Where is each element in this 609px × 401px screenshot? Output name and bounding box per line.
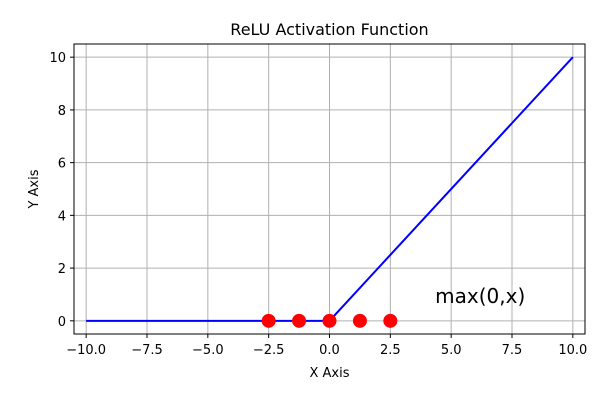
x-tick-label: −10.0 [66,343,106,358]
scatter-point [261,313,276,328]
y-tick-label: 4 [58,209,66,224]
x-tick-label: 5.0 [441,343,462,358]
scatter-point [292,313,307,328]
scatter-point [383,313,398,328]
x-tick-label: 0.0 [319,343,340,358]
x-tick-label: −5.0 [192,343,224,358]
axis-ticks: −10.0 −7.5 −5.0 −2.5 0.0 2.5 5.0 7.5 10.0 0 2 4 6 8 10 [49,51,587,358]
y-tick-label: 8 [58,104,66,119]
y-axis-title: Y Axis [27,169,42,209]
y-tick-label: 6 [58,157,66,172]
x-axis-title: X Axis [309,366,349,381]
grid-lines [74,44,585,334]
chart-title: ReLU Activation Function [230,20,428,39]
x-tick-label: 10.0 [558,343,587,358]
y-tick-label: 10 [49,51,66,66]
scatter-point [352,313,367,328]
y-tick-label: 0 [58,315,66,330]
annotation-max-0-x: max(0,x) [435,284,525,308]
scatter-point [322,313,337,328]
x-tick-label: 7.5 [502,343,523,358]
x-tick-label: −2.5 [253,343,285,358]
x-tick-label: −7.5 [131,343,163,358]
x-tick-label: 2.5 [380,343,401,358]
plot-series [86,56,574,328]
y-tick-label: 2 [58,262,66,277]
